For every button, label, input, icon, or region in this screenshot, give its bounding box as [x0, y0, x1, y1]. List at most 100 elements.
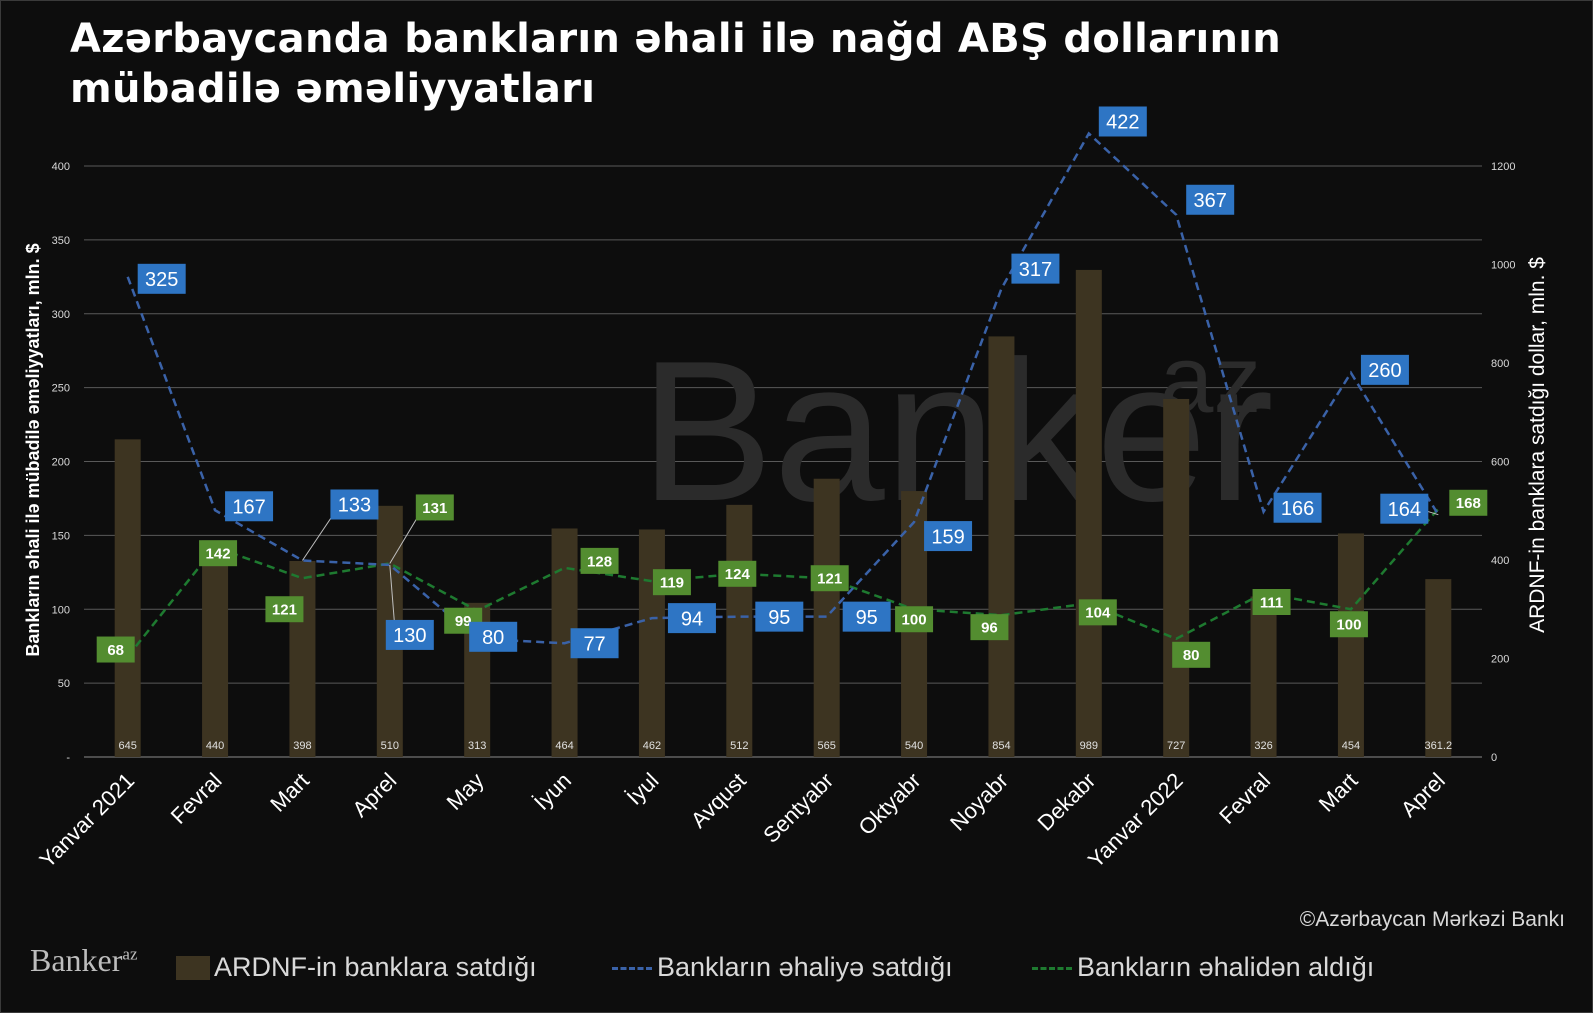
green-data-label-text: 68 — [107, 642, 124, 659]
x-tick-label: Fevral — [166, 768, 227, 829]
blue-data-label-text: 95 — [856, 607, 878, 629]
bar — [1337, 533, 1364, 757]
x-tick-label: Aprel — [1396, 768, 1450, 822]
blue-data-label-text: 167 — [232, 496, 265, 518]
blue-data-label-text: 130 — [393, 625, 426, 647]
x-tick-label: Mart — [1314, 768, 1363, 817]
y2-tick-label: 400 — [1491, 555, 1509, 567]
bar-data-label: 989 — [1080, 740, 1098, 752]
y2-tick-label: 1000 — [1491, 260, 1515, 272]
green-data-label-text: 100 — [902, 612, 927, 629]
bar-data-label: 313 — [468, 740, 486, 752]
x-tick-label: Yanvar 2021 — [34, 768, 139, 873]
green-data-label-text: 96 — [981, 620, 998, 637]
blue-data-label-box — [924, 521, 973, 552]
green-data-label-text: 104 — [1085, 605, 1111, 622]
blue-data-label-box — [1011, 253, 1060, 284]
legend-green-swatch — [1032, 967, 1072, 970]
blue-data-label-box — [1273, 492, 1322, 523]
bar — [1163, 398, 1190, 757]
y-axis-title: Bankların əhali ilə mübadilə əməliyyatla… — [23, 243, 43, 656]
blue-data-label-text: 422 — [1106, 112, 1139, 134]
x-tick-label: Noyabr — [945, 768, 1013, 836]
y2-tick-label: 800 — [1491, 358, 1509, 370]
bar-data-label: 398 — [293, 740, 311, 752]
green-data-label-box — [580, 547, 619, 574]
blue-data-label-text: 159 — [931, 526, 964, 548]
blue-data-label-box — [1098, 106, 1147, 137]
green-data-label-box — [1329, 611, 1368, 638]
bar — [988, 336, 1015, 757]
legend: Bankeraz ARDNF-in banklara satdığı Bankl… — [0, 942, 1593, 992]
bar-data-label: 727 — [1167, 740, 1185, 752]
legend-green-label: Bankların əhalidən aldığı — [1077, 952, 1375, 982]
bar-data-label: 645 — [119, 740, 137, 752]
blue-data-label-text: 77 — [583, 633, 605, 655]
title-line-1: Azərbaycanda bankların əhali ilə nağd AB… — [70, 16, 1282, 62]
green-data-label-box — [199, 540, 238, 567]
y2-tick-label: 600 — [1491, 457, 1509, 469]
bar-data-label: 361.2 — [1425, 740, 1453, 752]
green-data-label-text: 131 — [422, 500, 447, 517]
x-tick-label: Mart — [265, 768, 314, 817]
y-tick-label: 400 — [52, 161, 70, 173]
green-data-label-text: 99 — [455, 613, 472, 630]
bar — [1075, 269, 1102, 757]
y-tick-label: 100 — [52, 604, 70, 616]
chart-title: Azərbaycanda bankların əhali ilə nağd AB… — [70, 14, 1370, 114]
blue-data-label-box — [1186, 184, 1235, 215]
x-tick-label: Aprel — [347, 768, 401, 822]
green-data-label-box — [415, 494, 454, 521]
bar — [202, 540, 229, 757]
green-data-label-text: 80 — [1183, 647, 1200, 664]
green-data-label-box — [895, 606, 934, 633]
y-tick-label: - — [66, 752, 70, 764]
green-data-label-text: 142 — [206, 546, 231, 563]
blue-data-label-box — [137, 263, 186, 294]
blue-data-label-text: 94 — [681, 608, 703, 630]
x-tick-label: Oktyabr — [853, 768, 925, 840]
green-data-label-text: 119 — [660, 575, 684, 592]
green-data-label-text: 121 — [817, 571, 842, 588]
brand-sup: az — [122, 944, 138, 964]
green-data-label-text: 100 — [1336, 617, 1361, 634]
blue-data-label-text: 166 — [1281, 498, 1314, 520]
x-tick-label: May — [442, 768, 489, 815]
x-tick-label: İyul — [622, 768, 664, 810]
y-tick-label: 350 — [52, 235, 70, 247]
y-tick-label: 250 — [52, 383, 70, 395]
bar-data-label: 454 — [1342, 740, 1360, 752]
y2-axis-title: ARDNF-in banklara satdığı dollar, mln. $ — [1526, 257, 1549, 633]
bar-data-label: 464 — [555, 740, 573, 752]
blue-data-label-box — [469, 621, 518, 652]
green-data-label-box — [718, 560, 757, 587]
blue-data-label-text: 95 — [768, 607, 790, 629]
y-tick-label: 300 — [52, 309, 70, 321]
green-data-label-box — [1078, 599, 1117, 626]
x-tick-label: Dekabr — [1033, 768, 1101, 836]
x-tick-label: Sentyabr — [758, 768, 838, 848]
blue-data-label-text: 80 — [482, 627, 504, 649]
y2-tick-label: 200 — [1491, 654, 1509, 666]
x-tick-label: İyun — [529, 768, 576, 815]
blue-data-label-box — [1380, 493, 1429, 524]
bar-data-label: 326 — [1254, 740, 1272, 752]
blue-data-label-box — [570, 628, 619, 659]
green-data-label-text: 124 — [725, 566, 751, 583]
bar — [114, 439, 141, 757]
green-data-label-box — [1449, 489, 1488, 516]
blue-data-label-box — [385, 619, 434, 650]
bar — [726, 504, 753, 757]
y-tick-label: 200 — [52, 457, 70, 469]
bar-data-label: 512 — [730, 740, 748, 752]
green-data-label-text: 128 — [587, 553, 612, 570]
green-data-label-box — [970, 614, 1009, 641]
x-tick-label: Avqust — [686, 768, 751, 833]
blue-data-label-box — [755, 601, 804, 632]
legend-blue-label: Bankların əhaliyə satdığı — [657, 952, 953, 982]
blue-data-label-text: 367 — [1194, 190, 1227, 212]
brand-logo: Bankeraz — [30, 942, 138, 979]
bar-data-label: 462 — [643, 740, 661, 752]
green-data-label-box — [96, 636, 135, 663]
legend-bar-swatch — [176, 956, 210, 980]
